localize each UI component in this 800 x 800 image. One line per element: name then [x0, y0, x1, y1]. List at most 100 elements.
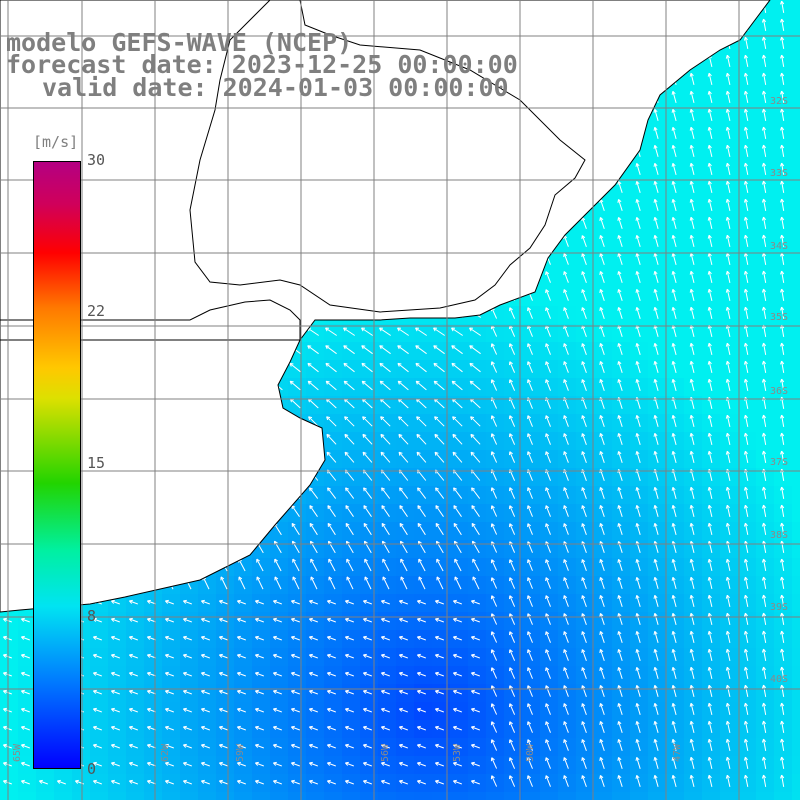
wind-arrow-head: [743, 163, 746, 167]
wind-arrow-head: [563, 307, 565, 312]
wind-arrow-head: [545, 271, 547, 276]
wind-arrow-head: [689, 271, 692, 275]
wind-arrow-head: [617, 199, 619, 203]
wind-arrow-head: [689, 109, 692, 113]
wind-arrow-head: [599, 253, 601, 257]
wind-arrow-head: [780, 198, 783, 203]
wind-arrow: [744, 343, 749, 356]
wind-arrow-head: [725, 379, 728, 383]
wind-arrow: [308, 398, 319, 409]
wind-arrow: [563, 379, 569, 391]
wind-arrow-head: [563, 271, 565, 276]
wind-arrow-head: [671, 127, 674, 131]
wind-arrow-head: [689, 145, 692, 149]
wind-arrow: [708, 289, 713, 302]
wind-arrow-head: [545, 343, 547, 348]
speed-cell: [792, 720, 800, 738]
wind-arrow: [343, 380, 355, 391]
wind-arrow: [636, 217, 641, 229]
wind-arrow-head: [707, 217, 710, 221]
wind-arrow-head: [671, 343, 674, 347]
speed-cell: [270, 792, 288, 800]
wind-arrow-head: [743, 379, 746, 383]
wind-arrow: [726, 307, 731, 320]
wind-arrow-head: [671, 181, 674, 185]
speed-cell: [792, 468, 800, 486]
wind-arrow: [708, 163, 713, 176]
wind-arrow-head: [343, 345, 346, 350]
wind-arrow: [509, 325, 516, 337]
wind-arrow: [781, 127, 785, 139]
wind-arrow-head: [433, 345, 436, 350]
wind-arrow-head: [761, 72, 764, 77]
wind-arrow-head: [761, 360, 764, 365]
speed-cell: [162, 792, 180, 800]
wind-arrow-head: [563, 343, 565, 348]
wind-arrow: [636, 199, 641, 211]
wind-arrow-head: [707, 181, 710, 185]
wind-arrow: [581, 307, 587, 319]
wind-arrow: [325, 380, 337, 391]
wind-arrow: [618, 199, 623, 211]
wind-arrow: [744, 109, 749, 122]
wind-arrow-head: [725, 127, 728, 131]
wind-arrow: [325, 363, 337, 373]
wind-arrow: [726, 325, 731, 338]
wind-arrow: [763, 289, 767, 301]
wind-arrow-head: [780, 270, 783, 275]
wind-arrow: [491, 343, 498, 355]
wind-arrow: [415, 327, 427, 336]
wind-arrow-head: [581, 253, 583, 257]
wind-arrow: [654, 235, 659, 247]
wind-arrow-head: [725, 73, 728, 77]
wind-arrow-head: [780, 252, 783, 257]
wind-arrow-head: [325, 327, 328, 332]
wind-arrow-head: [617, 235, 619, 239]
speed-cell: [792, 234, 800, 252]
wind-arrow-head: [761, 378, 764, 383]
wind-arrow-head: [653, 181, 656, 185]
wind-arrow: [654, 325, 659, 337]
speed-cell: [18, 792, 36, 800]
wind-arrow: [781, 325, 785, 337]
wind-arrow-head: [671, 235, 674, 239]
wind-arrow-head: [743, 91, 746, 95]
wind-arrow-head: [761, 198, 764, 203]
wind-arrow-head: [725, 91, 728, 95]
wind-arrow: [763, 127, 767, 139]
wind-arrow-head: [689, 379, 692, 383]
wind-arrow: [599, 271, 605, 283]
wind-arrow: [469, 380, 481, 391]
wind-arrow-head: [397, 381, 400, 385]
wind-arrow-head: [725, 307, 728, 311]
wind-arrow-head: [689, 181, 692, 185]
wind-arrow: [744, 199, 749, 212]
wind-arrow-head: [599, 379, 601, 383]
wind-arrow-head: [653, 343, 656, 347]
wind-arrow: [708, 217, 713, 230]
wind-arrow-head: [707, 289, 710, 293]
wind-arrow-head: [545, 379, 547, 384]
wind-arrow: [527, 307, 533, 319]
speed-cell: [792, 594, 800, 612]
wind-arrow: [744, 73, 749, 86]
wind-arrow: [362, 398, 373, 409]
wind-arrow: [726, 181, 731, 194]
wind-arrow-head: [707, 145, 710, 149]
wind-arrow: [545, 379, 551, 391]
wind-arrow-head: [617, 289, 619, 293]
wind-arrow: [781, 253, 785, 265]
speed-cell: [774, 792, 792, 800]
wind-arrow: [397, 327, 409, 336]
wind-arrow: [708, 181, 713, 194]
speed-cell: [450, 792, 468, 800]
wind-arrow-head: [415, 381, 418, 385]
speed-cell: [792, 108, 800, 126]
wind-arrow: [690, 109, 695, 122]
wind-arrow: [726, 109, 731, 122]
wind-arrow: [744, 235, 749, 248]
wind-arrow: [469, 363, 481, 373]
wind-arrow-head: [743, 235, 746, 239]
